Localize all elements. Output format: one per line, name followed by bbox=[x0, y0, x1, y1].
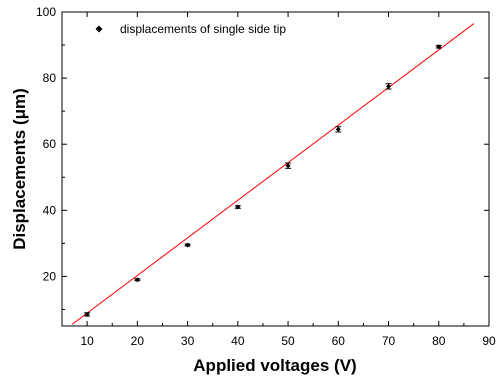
x-tick-label: 10 bbox=[80, 334, 94, 348]
x-tick-label: 20 bbox=[131, 334, 145, 348]
data-points bbox=[84, 44, 442, 317]
y-tick-label: 40 bbox=[43, 203, 57, 217]
legend-label: displacements of single side tip bbox=[120, 22, 286, 36]
point-marker bbox=[235, 204, 241, 210]
plot-area bbox=[61, 11, 490, 327]
point-marker bbox=[285, 163, 291, 169]
y-tick-label: 100 bbox=[36, 5, 56, 19]
data-point bbox=[84, 311, 91, 317]
x-tick-label: 80 bbox=[432, 334, 446, 348]
x-axis-title: Applied voltages (V) bbox=[193, 356, 356, 375]
point-marker bbox=[84, 311, 90, 317]
point-marker bbox=[134, 277, 140, 283]
data-point bbox=[435, 44, 442, 50]
x-tick-label: 70 bbox=[382, 334, 396, 348]
legend: displacements of single side tip bbox=[95, 22, 286, 36]
legend-marker-diamond bbox=[95, 25, 103, 33]
y-tick-label: 20 bbox=[43, 269, 57, 283]
x-tick-label: 30 bbox=[181, 334, 195, 348]
point-marker bbox=[335, 126, 341, 132]
fit-line bbox=[71, 23, 475, 325]
x-tick-label: 40 bbox=[231, 334, 245, 348]
y-tick-label: 60 bbox=[43, 137, 57, 151]
x-tick-label: 50 bbox=[281, 334, 295, 348]
data-point bbox=[234, 204, 241, 210]
point-marker bbox=[436, 44, 442, 50]
data-point bbox=[385, 83, 392, 90]
y-tick-label: 80 bbox=[43, 71, 57, 85]
x-tick-label: 90 bbox=[482, 334, 496, 348]
y-axis-title: Displacements (μm) bbox=[10, 88, 29, 250]
axis-ticks bbox=[61, 11, 490, 326]
point-marker bbox=[185, 242, 191, 248]
data-point bbox=[285, 162, 292, 169]
axis-tick-labels: 10 20 30 40 50 60 70 80 90 20 40 60 80 100 bbox=[36, 5, 496, 348]
data-point bbox=[184, 242, 191, 248]
data-point bbox=[134, 277, 141, 283]
x-tick-label: 60 bbox=[332, 334, 346, 348]
data-point bbox=[335, 126, 342, 133]
point-marker bbox=[386, 83, 392, 89]
